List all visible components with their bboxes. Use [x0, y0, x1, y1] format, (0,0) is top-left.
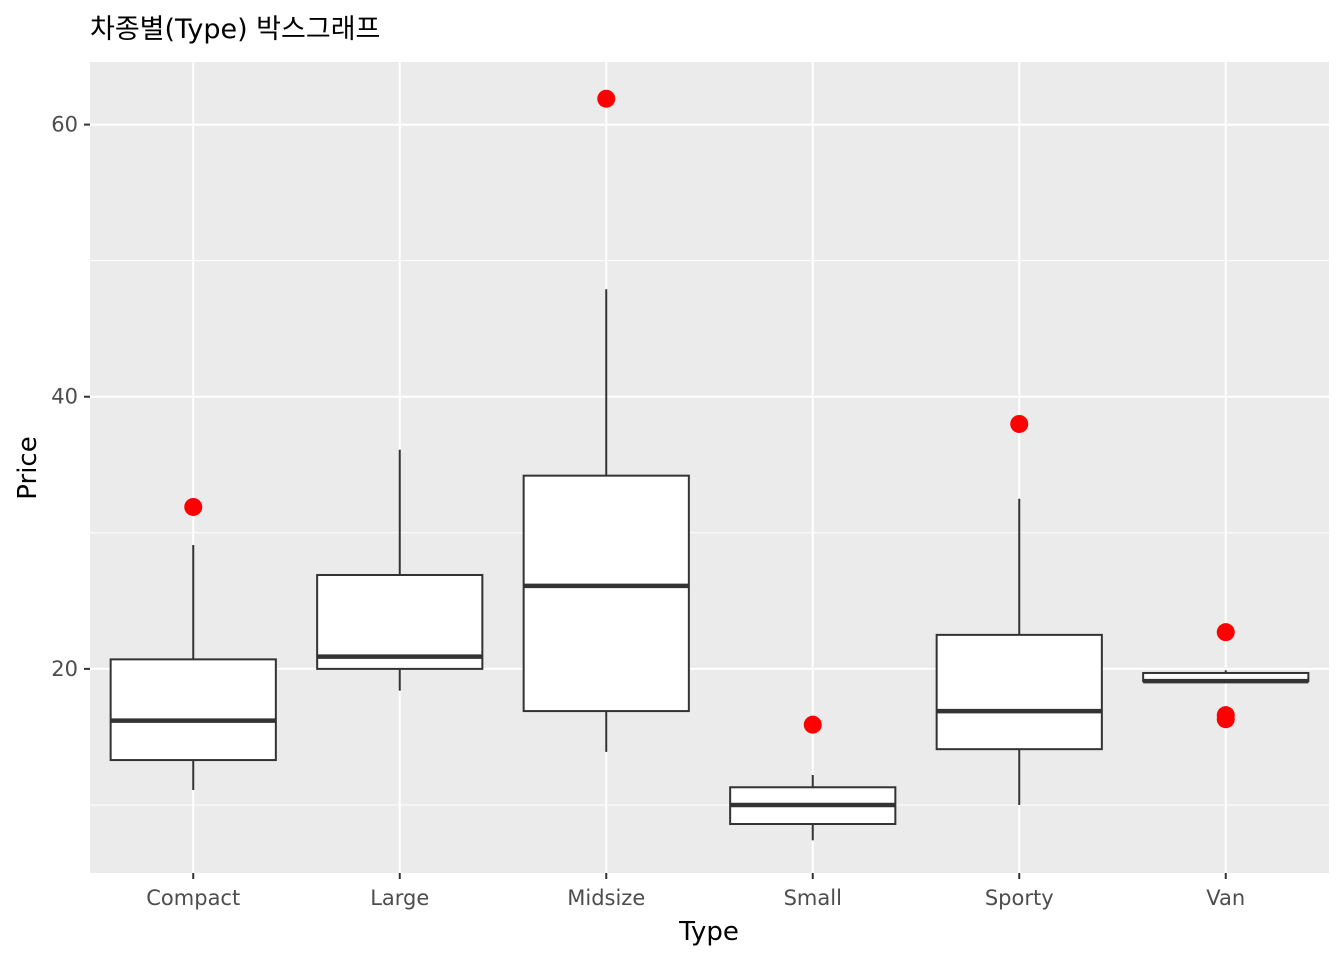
box-sporty	[935, 498, 1103, 805]
outlier-point	[1216, 710, 1235, 729]
x-axis-title: Type	[678, 917, 739, 947]
y-tick-label: 60	[51, 113, 78, 137]
x-tick-label: Large	[370, 886, 429, 910]
box-body	[109, 658, 277, 762]
box-van	[1142, 670, 1310, 684]
x-tick-label: Small	[784, 886, 842, 910]
outlier-point	[184, 497, 203, 516]
outliers	[184, 89, 1235, 734]
box-body	[316, 573, 484, 670]
y-axis-title: Price	[13, 436, 43, 499]
outlier-point	[1010, 414, 1029, 433]
plot-panel	[90, 62, 1329, 873]
x-axis: Compact Large Midsize Small Sporty Van	[146, 873, 1245, 910]
outlier-point	[597, 89, 616, 108]
outlier-point	[803, 715, 822, 734]
x-tick-label: Van	[1206, 886, 1245, 910]
outlier-point	[1216, 623, 1235, 642]
x-tick-label: Midsize	[567, 886, 645, 910]
boxes	[109, 289, 1310, 841]
y-tick-label: 20	[51, 657, 78, 681]
box-body	[935, 633, 1103, 751]
box-body	[522, 474, 690, 713]
x-tick-label: Sporty	[985, 886, 1054, 910]
y-axis: 20 40 60	[51, 113, 90, 681]
y-tick-label: 40	[51, 385, 78, 409]
x-tick-label: Compact	[146, 886, 240, 910]
box-midsize	[522, 289, 690, 752]
box-large	[316, 449, 484, 691]
box-compact	[109, 545, 277, 790]
chart-title: 차종별(Type) 박스그래프	[90, 14, 380, 45]
box-small	[729, 775, 897, 841]
